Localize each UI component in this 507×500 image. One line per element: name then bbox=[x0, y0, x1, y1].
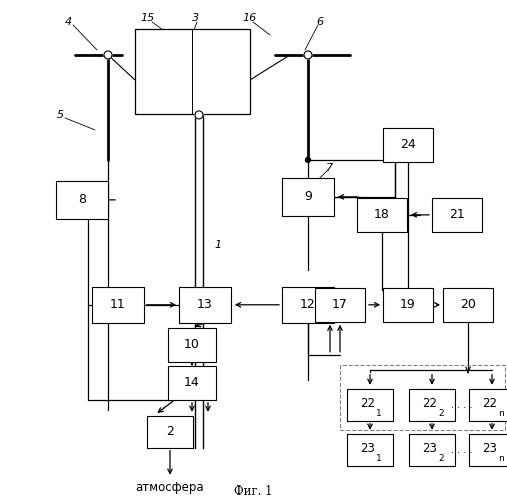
Text: 22: 22 bbox=[422, 397, 438, 410]
Bar bbox=[134, 30, 249, 114]
Text: 10: 10 bbox=[184, 338, 200, 351]
Text: 9: 9 bbox=[304, 190, 312, 203]
Text: . . . .: . . . . bbox=[451, 400, 473, 409]
Text: 7: 7 bbox=[327, 163, 334, 173]
Bar bbox=[357, 198, 407, 232]
Bar bbox=[282, 287, 334, 323]
Text: 23: 23 bbox=[483, 442, 497, 455]
Bar bbox=[409, 434, 455, 466]
Text: 15: 15 bbox=[141, 13, 155, 23]
Text: 22: 22 bbox=[483, 397, 497, 410]
Text: 23: 23 bbox=[360, 442, 376, 455]
Text: атмосфера: атмосфера bbox=[136, 481, 204, 494]
Circle shape bbox=[195, 111, 203, 119]
Bar bbox=[383, 288, 433, 322]
Text: 18: 18 bbox=[374, 208, 390, 222]
Text: 2: 2 bbox=[438, 454, 444, 462]
Text: 23: 23 bbox=[422, 442, 438, 455]
Circle shape bbox=[306, 158, 310, 162]
Bar bbox=[469, 434, 507, 466]
Text: 4: 4 bbox=[64, 17, 71, 27]
Text: Фиг. 1: Фиг. 1 bbox=[234, 485, 273, 498]
Text: 3: 3 bbox=[193, 13, 200, 23]
Bar bbox=[340, 365, 505, 430]
Bar bbox=[432, 198, 482, 232]
Bar bbox=[282, 178, 334, 216]
Text: 19: 19 bbox=[400, 298, 416, 312]
Bar bbox=[383, 128, 433, 162]
Bar bbox=[56, 181, 108, 219]
Text: 22: 22 bbox=[360, 397, 376, 410]
Bar bbox=[409, 388, 455, 420]
Bar bbox=[168, 328, 216, 362]
Text: n: n bbox=[498, 454, 504, 462]
Text: 20: 20 bbox=[460, 298, 476, 312]
Bar bbox=[347, 388, 393, 420]
Text: 11: 11 bbox=[110, 298, 126, 312]
Text: n: n bbox=[498, 408, 504, 418]
Text: 6: 6 bbox=[316, 17, 323, 27]
Bar bbox=[443, 288, 493, 322]
Bar bbox=[179, 287, 231, 323]
Text: 1: 1 bbox=[376, 454, 382, 462]
Bar bbox=[469, 388, 507, 420]
Circle shape bbox=[104, 51, 112, 59]
Text: 13: 13 bbox=[197, 298, 213, 312]
Circle shape bbox=[304, 51, 312, 59]
Text: 8: 8 bbox=[78, 194, 86, 206]
Text: 1: 1 bbox=[214, 240, 222, 250]
Text: . . . .: . . . . bbox=[451, 444, 473, 454]
Text: 2: 2 bbox=[438, 408, 444, 418]
Text: 21: 21 bbox=[449, 208, 465, 222]
Bar bbox=[147, 416, 193, 448]
Bar bbox=[168, 366, 216, 400]
Bar bbox=[92, 287, 144, 323]
Text: 17: 17 bbox=[332, 298, 348, 312]
Text: 5: 5 bbox=[56, 110, 63, 120]
Text: 2: 2 bbox=[166, 425, 174, 438]
Text: 16: 16 bbox=[243, 13, 257, 23]
Bar bbox=[315, 288, 365, 322]
Text: 1: 1 bbox=[376, 408, 382, 418]
Bar bbox=[347, 434, 393, 466]
Text: 14: 14 bbox=[184, 376, 200, 389]
Text: 12: 12 bbox=[300, 298, 316, 312]
Text: 24: 24 bbox=[400, 138, 416, 151]
